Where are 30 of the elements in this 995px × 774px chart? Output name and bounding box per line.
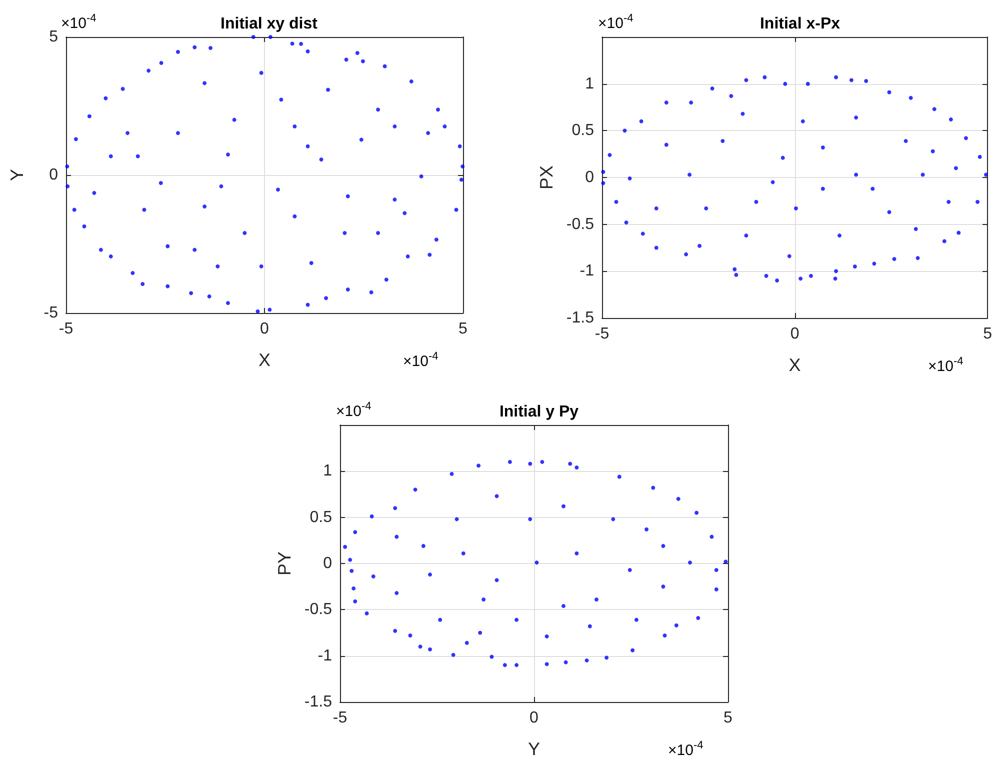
y-axis-title: PX <box>536 165 557 190</box>
y-tick-label: 1 <box>585 75 594 92</box>
y-tick-label: 0 <box>585 169 594 186</box>
x-tick-label: 0 <box>530 710 539 726</box>
y-tick-label: 5 <box>49 28 58 46</box>
y-tick-label: -1 <box>318 647 332 664</box>
y-axis-title: Y <box>7 168 27 182</box>
x-tick-label: 5 <box>983 326 992 342</box>
y-tick-label: 0.5 <box>310 508 332 526</box>
y-tick-label: -1 <box>580 262 594 280</box>
x-tick-label: 0 <box>260 320 270 338</box>
y-tick-label: 0 <box>323 555 332 572</box>
x-axis-title: Y <box>528 739 540 759</box>
x-tick-label: 5 <box>724 710 733 726</box>
y-tick-label: 0 <box>49 166 58 184</box>
x-tick-label: 5 <box>458 320 468 338</box>
x-axis-title: X <box>258 350 271 370</box>
x-tick-label: 0 <box>790 326 800 342</box>
x-axis-title: X <box>788 355 801 375</box>
y-tick-label: 1 <box>323 462 332 480</box>
chart-title: Initial xy dist <box>220 16 318 32</box>
y-tick-label: 0.5 <box>572 122 594 140</box>
y-tick-label: -1.5 <box>304 694 332 710</box>
y-tick-label: -0.5 <box>566 216 594 233</box>
y-tick-label: -0.5 <box>304 601 332 618</box>
chart-title: Initial x-Px <box>760 16 840 32</box>
y-axis-title: PY <box>274 551 295 576</box>
y-tick-label: -5 <box>44 304 58 322</box>
y-tick-label: -1.5 <box>566 310 594 326</box>
chart-title: Initial y Py <box>499 404 579 420</box>
